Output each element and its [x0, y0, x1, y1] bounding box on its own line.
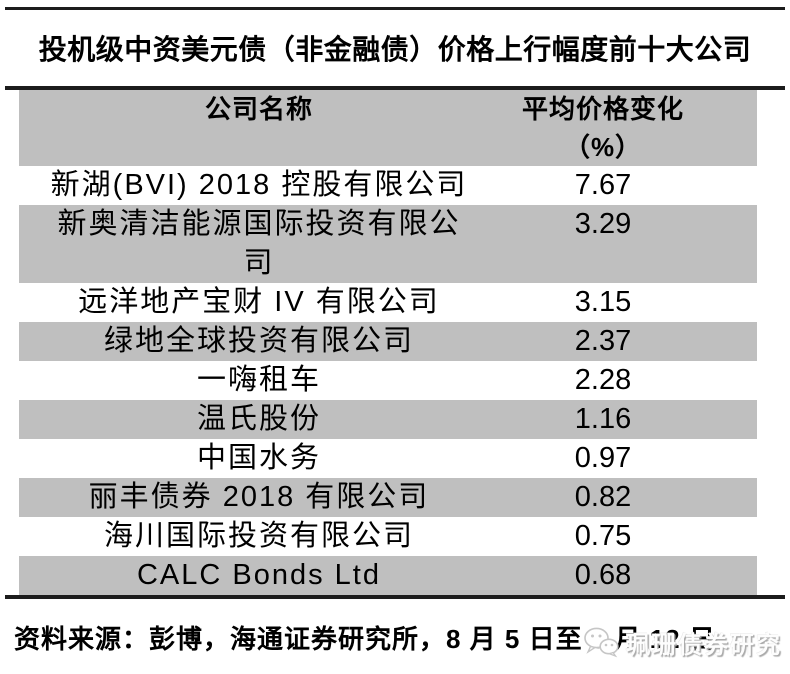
table-row: 丽丰债券 2018 有限公司 0.82 — [19, 478, 757, 517]
price-change-cell: 0.75 — [574, 520, 632, 552]
bottom-rule — [5, 595, 785, 599]
price-change-cell: 7.67 — [574, 169, 632, 201]
price-change-cell: 0.68 — [574, 559, 632, 591]
wechat-icon — [584, 627, 619, 658]
figure-title: 投机级中资美元债（非金融债）价格上行幅度前十大公司 — [38, 34, 752, 65]
table-row: 海川国际投资有限公司 0.75 — [19, 517, 757, 556]
company-name-cell: 远洋地产宝财 IV 有限公司 — [78, 286, 440, 318]
column-header-company: 公司名称 — [204, 94, 313, 124]
price-change-cell: 2.37 — [574, 325, 632, 357]
price-change-cell: 3.15 — [574, 286, 632, 318]
column-header-price-change: 平均价格变化（%） — [521, 94, 684, 162]
price-change-cell: 0.97 — [574, 442, 632, 474]
table-row: 绿地全球投资有限公司 2.37 — [19, 322, 757, 361]
company-name-cell: CALC Bonds Ltd — [136, 559, 381, 591]
watermark-label: 珮珊债券研究 — [626, 631, 782, 659]
company-name-cell: 一嗨租车 — [196, 364, 321, 396]
company-name-cell: 中国水务 — [196, 442, 321, 474]
company-name-cell: 新奥清洁能源国际投资有限公 司 — [57, 208, 461, 279]
table-row: 新湖(BVI) 2018 控股有限公司 7.67 — [19, 166, 757, 205]
report-table-figure: 投机级中资美元债（非金融债）价格上行幅度前十大公司 公司名称 平均价格变化（%）… — [0, 7, 790, 659]
price-change-cell: 2.28 — [574, 364, 632, 396]
company-name-cell: 新湖(BVI) 2018 控股有限公司 — [50, 169, 468, 201]
table-row: 新奥清洁能源国际投资有限公 司 3.29 — [19, 205, 757, 283]
price-change-cell: 3.29 — [574, 208, 632, 240]
table-body: 新湖(BVI) 2018 控股有限公司 7.67 新奥清洁能源国际投资有限公 司 3.… — [19, 166, 757, 595]
company-name-cell: 海川国际投资有限公司 — [103, 520, 414, 552]
price-change-cell: 0.82 — [574, 481, 632, 513]
top-rule — [5, 7, 785, 10]
table-row: 中国水务 0.97 — [19, 439, 757, 478]
header-top-rule — [5, 86, 785, 90]
table-row: 温氏股份 1.16 — [19, 400, 757, 439]
table-header-row: 公司名称 平均价格变化（%） — [19, 90, 757, 166]
price-change-cell: 1.16 — [574, 403, 632, 435]
table-row: 一嗨租车 2.28 — [19, 361, 757, 400]
table-row: CALC Bonds Ltd 0.68 — [19, 556, 757, 595]
watermark: 珮珊债券研究 — [582, 624, 782, 660]
company-name-cell: 丽丰债券 2018 有限公司 — [88, 481, 430, 513]
data-table: 公司名称 平均价格变化（%） 新湖(BVI) 2018 控股有限公司 7.67 新奥… — [19, 90, 757, 595]
company-name-cell: 温氏股份 — [196, 403, 321, 435]
table-row: 远洋地产宝财 IV 有限公司 3.15 — [19, 283, 757, 322]
company-name-cell: 绿地全球投资有限公司 — [103, 325, 414, 357]
